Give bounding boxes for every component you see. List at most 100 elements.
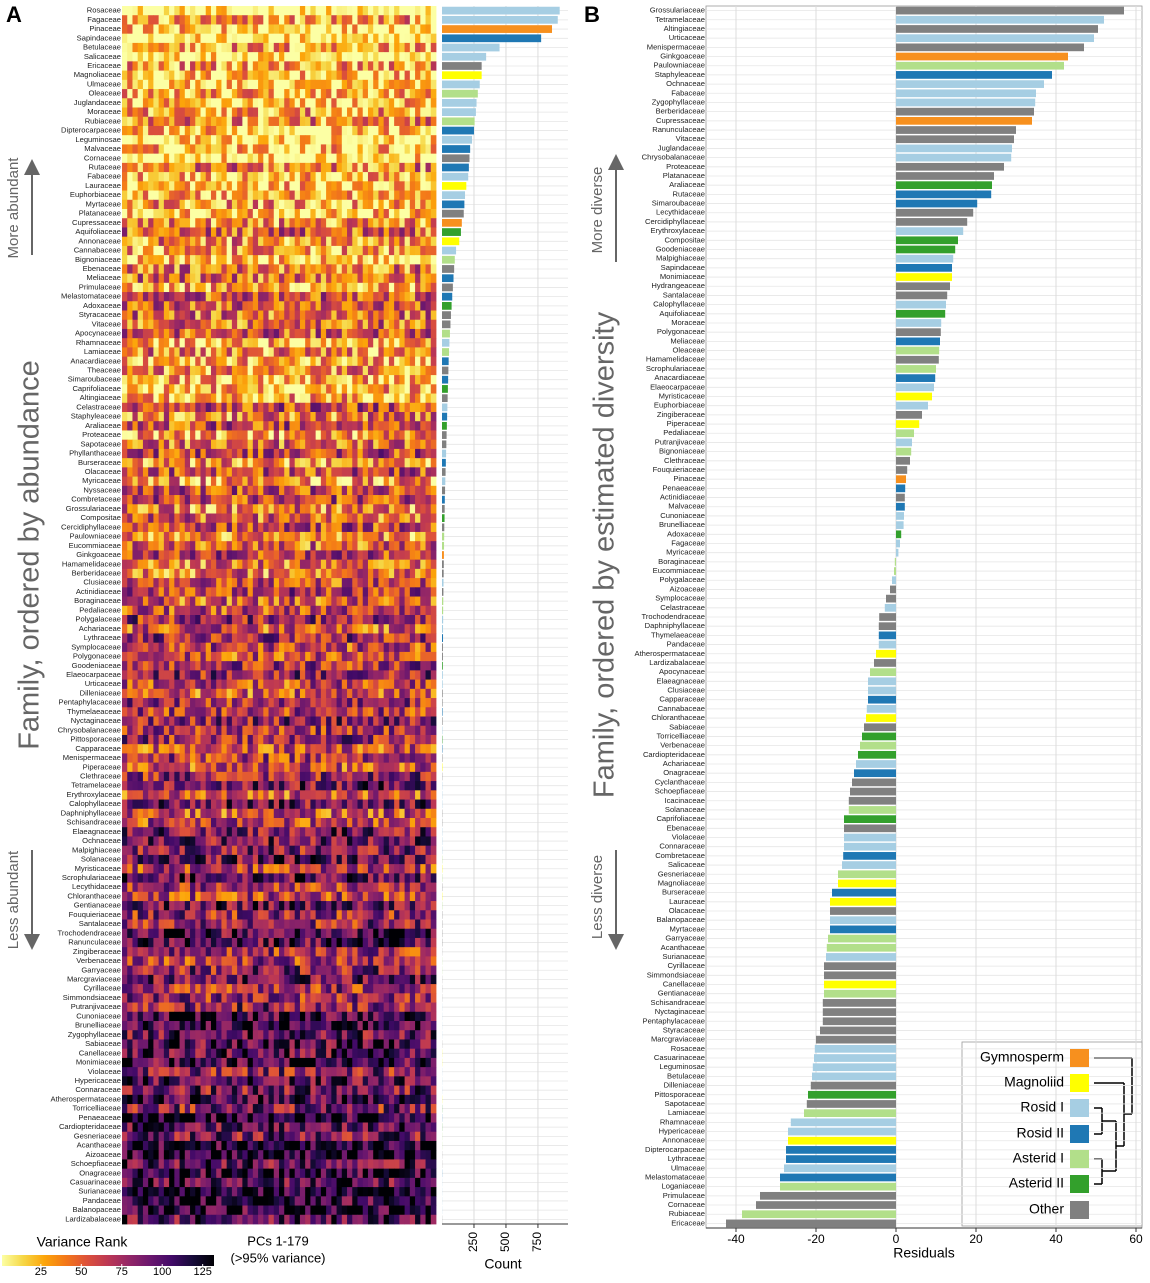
heatmap-cell xyxy=(363,301,369,311)
heatmap-cell xyxy=(180,430,186,440)
heatmap-cell xyxy=(201,467,207,477)
heatmap-cell xyxy=(410,569,416,579)
heatmap-cell xyxy=(310,144,316,154)
heatmap-cell xyxy=(352,98,358,108)
heatmap-cell xyxy=(326,154,332,164)
heatmap-cell xyxy=(148,652,154,662)
heatmap-cell xyxy=(295,154,301,164)
heatmap-cell xyxy=(190,744,196,754)
heatmap-cell xyxy=(337,264,343,274)
heatmap-cell xyxy=(221,200,227,210)
heatmap-cell xyxy=(373,366,379,376)
heatmap-cell xyxy=(237,357,243,367)
heatmap-cell xyxy=(420,643,426,653)
heatmap-cell xyxy=(284,578,290,588)
heatmap-cell xyxy=(378,569,384,579)
heatmap-cell xyxy=(253,661,259,671)
heatmap-cell xyxy=(342,172,348,182)
heatmap-cell xyxy=(159,209,165,219)
heatmap-cell xyxy=(426,61,432,71)
heatmap-cell xyxy=(169,495,175,505)
heatmap-cell xyxy=(415,117,421,127)
heatmap-cell xyxy=(174,726,180,736)
heatmap-cell xyxy=(347,504,353,514)
heatmap-cell xyxy=(174,357,180,367)
heatmap-cell xyxy=(190,34,196,44)
heatmap-cell xyxy=(258,689,264,699)
heatmap-cell xyxy=(242,707,248,717)
heatmap-cell xyxy=(174,172,180,182)
heatmap-cell xyxy=(227,43,233,53)
heatmap-cell xyxy=(331,717,337,727)
heatmap-cell xyxy=(373,587,379,597)
heatmap-cell xyxy=(394,394,400,404)
heatmap-cell xyxy=(410,467,416,477)
heatmap-cell xyxy=(316,458,322,468)
heatmap-cell xyxy=(258,209,264,219)
heatmap-cell xyxy=(169,191,175,201)
heatmap-cell xyxy=(153,624,159,634)
heatmap-cell xyxy=(310,569,316,579)
heatmap-cell xyxy=(122,43,128,53)
heatmap-cell xyxy=(206,394,212,404)
heatmap-cell xyxy=(384,320,390,330)
heatmap-cell xyxy=(253,744,259,754)
heatmap-cell xyxy=(132,172,138,182)
heatmap-cell xyxy=(232,347,238,357)
heatmap-cell xyxy=(415,421,421,431)
heatmap-cell xyxy=(159,486,165,496)
heatmap-cell xyxy=(384,495,390,505)
heatmap-cell xyxy=(420,264,426,274)
heatmap-cell xyxy=(258,264,264,274)
heatmap-cell xyxy=(310,717,316,727)
heatmap-cell xyxy=(169,357,175,367)
heatmap-cell xyxy=(263,744,269,754)
heatmap-cell xyxy=(342,495,348,505)
heatmap-cell xyxy=(216,449,222,459)
heatmap-cell xyxy=(159,89,165,99)
heatmap-cell xyxy=(253,292,259,302)
heatmap-cell xyxy=(221,80,227,90)
heatmap-cell xyxy=(289,578,295,588)
heatmap-cell xyxy=(206,61,212,71)
heatmap-cell xyxy=(132,237,138,247)
heatmap-cell xyxy=(316,34,322,44)
heatmap-cell xyxy=(221,412,227,422)
heatmap-cell xyxy=(122,292,128,302)
heatmap-cell xyxy=(190,283,196,293)
heatmap-cell xyxy=(263,98,269,108)
heatmap-cell xyxy=(310,366,316,376)
heatmap-cell xyxy=(227,191,233,201)
heatmap-cell xyxy=(201,329,207,339)
heatmap-cell xyxy=(352,735,358,745)
heatmap-cell xyxy=(248,532,254,542)
heatmap-cell xyxy=(405,698,411,708)
heatmap-cell xyxy=(394,707,400,717)
heatmap-cell xyxy=(153,504,159,514)
heatmap-cell xyxy=(143,43,149,53)
heatmap-cell xyxy=(227,541,233,551)
heatmap-cell xyxy=(153,670,159,680)
heatmap-cell xyxy=(174,264,180,274)
heatmap-cell xyxy=(394,366,400,376)
heatmap-cell xyxy=(378,486,384,496)
heatmap-cell xyxy=(420,394,426,404)
heatmap-cell xyxy=(143,606,149,616)
heatmap-cell xyxy=(331,34,337,44)
heatmap-cell xyxy=(394,541,400,551)
heatmap-cell xyxy=(164,504,170,514)
heatmap-cell xyxy=(316,357,322,367)
heatmap-cell xyxy=(185,292,191,302)
heatmap-cell xyxy=(232,255,238,265)
heatmap-cell xyxy=(373,311,379,321)
heatmap-cell xyxy=(232,670,238,680)
heatmap-cell xyxy=(159,6,165,16)
heatmap-cell xyxy=(326,292,332,302)
heatmap-cell xyxy=(201,735,207,745)
heatmap-cell xyxy=(326,34,332,44)
heatmap-cell xyxy=(216,560,222,570)
heatmap-cell xyxy=(358,495,364,505)
heatmap-cell xyxy=(337,366,343,376)
heatmap-cell xyxy=(321,283,327,293)
heatmap-cell xyxy=(274,126,280,136)
